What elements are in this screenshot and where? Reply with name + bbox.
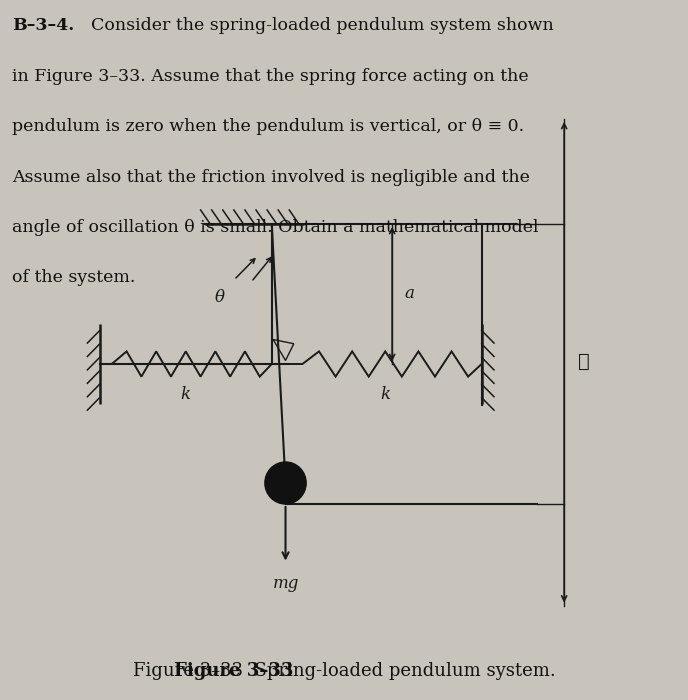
Text: mg: mg bbox=[272, 575, 299, 592]
Text: of the system.: of the system. bbox=[12, 270, 136, 286]
Text: Figure 3–33  Spring-loaded pendulum system.: Figure 3–33 Spring-loaded pendulum syste… bbox=[133, 662, 555, 680]
Text: Figure 3–33: Figure 3–33 bbox=[174, 662, 294, 680]
Text: ℓ: ℓ bbox=[578, 354, 590, 371]
Text: in Figure 3–33. Assume that the spring force acting on the: in Figure 3–33. Assume that the spring f… bbox=[12, 68, 529, 85]
Text: pendulum is zero when the pendulum is vertical, or θ ≡ 0.: pendulum is zero when the pendulum is ve… bbox=[12, 118, 524, 135]
Text: angle of oscillation θ is small. Obtain a mathematical model: angle of oscillation θ is small. Obtain … bbox=[12, 219, 539, 236]
Text: k: k bbox=[181, 386, 191, 403]
Text: Consider the spring-loaded pendulum system shown: Consider the spring-loaded pendulum syst… bbox=[80, 18, 554, 34]
Text: k: k bbox=[380, 386, 390, 403]
Text: Assume also that the friction involved is negligible and the: Assume also that the friction involved i… bbox=[12, 169, 530, 186]
Text: θ: θ bbox=[215, 289, 225, 306]
Text: a: a bbox=[405, 286, 414, 302]
Text: B–3–4.: B–3–4. bbox=[12, 18, 74, 34]
Circle shape bbox=[265, 462, 306, 504]
